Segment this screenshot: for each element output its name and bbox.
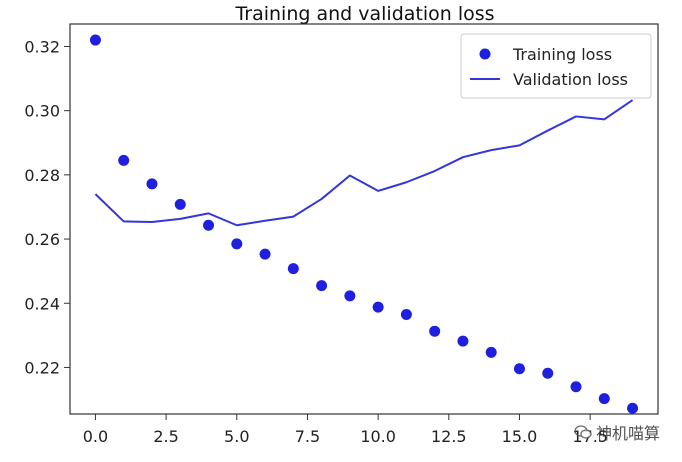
training-loss-point: [146, 178, 158, 190]
y-tick-label: 0.32: [24, 37, 60, 56]
legend: Training loss Validation loss: [460, 33, 652, 99]
training-loss-point: [344, 290, 356, 302]
training-loss-point: [372, 301, 384, 313]
watermark-text: 神机喵算: [595, 424, 660, 443]
training-loss-point: [429, 325, 441, 337]
y-tick-label: 0.30: [24, 102, 60, 121]
chart-title: Training and validation loss: [234, 3, 494, 25]
watermark: 神机喵算: [574, 420, 660, 444]
legend-box: [460, 33, 652, 99]
training-loss-point: [542, 367, 554, 379]
x-tick-label: 0.0: [83, 427, 108, 446]
x-axis: 0.02.55.07.510.012.515.017.5: [83, 414, 608, 446]
training-loss-point: [174, 198, 186, 210]
plot-area-frame: [69, 23, 659, 415]
wechat-icon: [574, 425, 592, 439]
legend-marker-training-loss: [479, 48, 491, 60]
y-tick-label: 0.24: [24, 294, 60, 313]
training-loss-point: [570, 381, 582, 393]
x-tick-label: 10.0: [360, 427, 396, 446]
training-loss-point: [485, 346, 497, 358]
legend-label-training-loss: Training loss: [512, 45, 612, 64]
legend-label-validation-loss: Validation loss: [513, 70, 628, 89]
training-loss-point: [457, 335, 469, 347]
training-loss-point: [89, 34, 101, 46]
y-tick-label: 0.22: [24, 358, 60, 377]
training-loss-point: [203, 219, 215, 231]
x-tick-label: 5.0: [224, 427, 249, 446]
x-tick-label: 2.5: [153, 427, 178, 446]
training-loss-point: [259, 248, 271, 260]
training-loss-point: [598, 393, 610, 405]
y-tick-label: 0.28: [24, 166, 60, 185]
x-tick-label: 12.5: [431, 427, 467, 446]
training-loss-point: [118, 154, 130, 166]
training-loss-point: [400, 308, 412, 320]
series-layer: [89, 34, 639, 414]
training-loss-point: [627, 402, 639, 414]
x-tick-label: 7.5: [295, 427, 320, 446]
training-loss-point: [231, 238, 243, 250]
training-loss-point: [287, 263, 299, 275]
y-axis: 0.22 0.24 0.26 0.28 0.30 0.32: [24, 37, 70, 377]
training-loss-point: [316, 280, 328, 292]
training-loss-point: [513, 363, 525, 375]
y-tick-label: 0.26: [24, 230, 60, 249]
validation-loss-line: [94, 99, 634, 227]
x-tick-label: 15.0: [502, 427, 538, 446]
